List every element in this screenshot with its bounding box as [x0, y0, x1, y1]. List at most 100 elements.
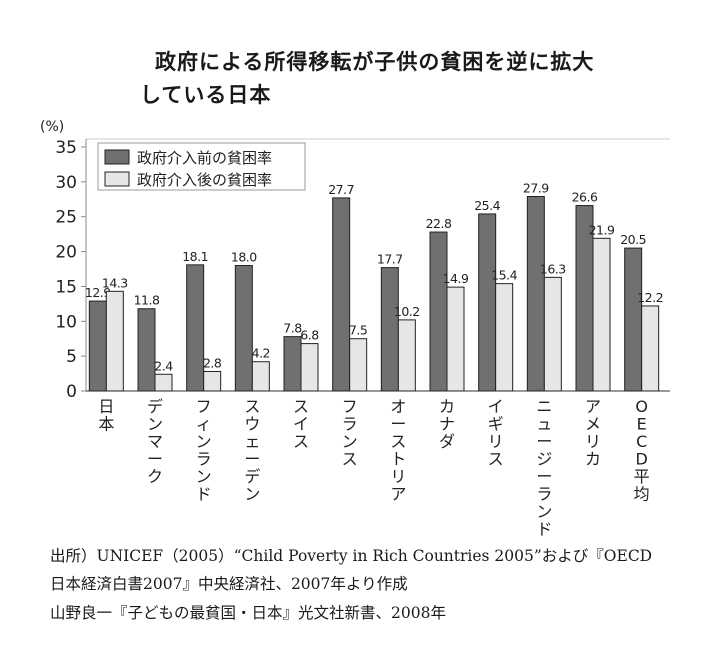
bar-before — [137, 308, 156, 392]
category-label-char: ナ — [439, 415, 455, 434]
bar-after — [543, 276, 562, 392]
category-label-char: デ — [244, 467, 260, 486]
data-label: 17.7 — [377, 252, 403, 267]
bar-before — [332, 197, 351, 392]
category-label-char: ス — [390, 432, 406, 451]
data-label: 2.4 — [154, 358, 173, 373]
category-label-char: ラ — [536, 485, 552, 504]
category-label-char: ト — [390, 450, 406, 469]
bar-before — [526, 195, 545, 392]
category-label-char: ェ — [244, 432, 260, 451]
data-label: 10.2 — [394, 304, 420, 319]
data-label: 18.0 — [231, 250, 257, 265]
category-label-char: フ — [196, 397, 212, 416]
category-label-char: ギ — [488, 415, 504, 434]
category-label-char: ン — [196, 467, 212, 486]
data-label: 16.3 — [540, 261, 566, 276]
category-label-char: ラ — [342, 415, 358, 434]
y-tick-label: 30 — [55, 173, 77, 193]
bar-after — [446, 286, 465, 392]
category-label-char: ア — [585, 397, 601, 416]
data-label: 22.8 — [426, 216, 452, 231]
category-label-char: ー — [390, 415, 406, 434]
category-label-char: E — [637, 415, 647, 434]
category-label-char: O — [635, 397, 648, 416]
y-axis-unit: (%) — [40, 119, 64, 135]
bar-before — [380, 267, 399, 392]
legend-swatch — [104, 171, 130, 187]
y-tick-label: 5 — [66, 347, 77, 367]
bar-before — [234, 265, 253, 392]
source-line-1: 出所）UNICEF（2005）“Child Poverty in Rich Co… — [50, 547, 653, 565]
bar-after — [300, 343, 319, 392]
data-label: 7.8 — [283, 321, 302, 336]
category-label-char: ン — [196, 432, 212, 451]
data-label: 21.9 — [589, 222, 615, 237]
category-label-char: ン — [342, 432, 358, 451]
bar-before — [186, 264, 205, 392]
bar-after — [105, 290, 124, 392]
category-label-char: ス — [488, 450, 504, 469]
category-label-char: ク — [147, 467, 163, 486]
category-label-char: ド — [196, 485, 212, 504]
data-label: 14.9 — [443, 271, 469, 286]
category-label-char: ー — [147, 450, 163, 469]
category-label-char: ン — [244, 485, 260, 504]
category-label-char: ー — [536, 467, 552, 486]
legend-label: 政府介入後の貧困率 — [137, 171, 272, 189]
y-tick-label: 35 — [55, 138, 77, 158]
data-label: 12.9 — [85, 285, 111, 300]
y-tick-label: 0 — [66, 382, 77, 402]
y-tick-label: 20 — [55, 243, 77, 263]
category-label-char: ン — [147, 415, 163, 434]
bar-after — [592, 237, 611, 392]
bar-before — [624, 247, 643, 392]
category-label-char: リ — [390, 467, 406, 486]
category-label-char: ダ — [439, 432, 455, 451]
category-label-char: ジ — [536, 450, 552, 469]
category-label-char: オ — [390, 397, 406, 416]
category-label-char: 均 — [634, 485, 650, 504]
bar-after — [203, 370, 222, 392]
data-label: 25.4 — [474, 198, 500, 213]
chart-title-line-2: している日本 — [140, 83, 272, 107]
category-label-char: リ — [488, 432, 504, 451]
category-label-char: 平 — [634, 467, 650, 486]
data-label: 4.2 — [252, 346, 270, 361]
data-label: 18.1 — [182, 249, 208, 264]
bar-before — [429, 231, 448, 392]
data-label: 20.5 — [620, 232, 646, 247]
source-line-3: 山野良一『子どもの最貧国・日本』光文社新書、2008年 — [50, 604, 446, 622]
category-label-char: ウ — [244, 415, 260, 434]
category-label-char: C — [636, 432, 647, 451]
category-label-char: ー — [244, 450, 260, 469]
source-line-2: 日本経済白書2007』中央経済社、2007年より作成 — [50, 575, 408, 593]
category-label-char: カ — [439, 397, 455, 416]
data-label: 7.5 — [349, 323, 367, 338]
bar-after — [495, 283, 514, 392]
data-label: 11.8 — [134, 293, 160, 308]
category-label-char: ス — [244, 397, 260, 416]
category-label-char: ス — [293, 432, 309, 451]
category-label-char: カ — [585, 450, 601, 469]
legend-swatch — [104, 149, 130, 165]
category-label-char: ィ — [196, 415, 212, 434]
category-label-char: フ — [342, 397, 358, 416]
category-label-char: ラ — [196, 450, 212, 469]
y-tick-label: 10 — [55, 312, 77, 332]
y-tick-label: 25 — [55, 208, 77, 228]
category-label-char: デ — [147, 397, 163, 416]
data-label: 14.3 — [102, 275, 128, 290]
data-label: 6.8 — [300, 328, 319, 343]
category-label-char: ス — [342, 450, 358, 469]
category-label-char: D — [636, 450, 648, 469]
legend — [97, 142, 306, 191]
category-label-char: ア — [390, 485, 406, 504]
bar-before — [283, 336, 302, 392]
category-label-char: ュ — [536, 415, 552, 434]
bar-before — [88, 300, 107, 392]
category-label-char: リ — [585, 432, 601, 451]
bar-after — [641, 305, 660, 392]
bar-after — [349, 338, 368, 392]
category-label-char: イ — [293, 415, 309, 434]
